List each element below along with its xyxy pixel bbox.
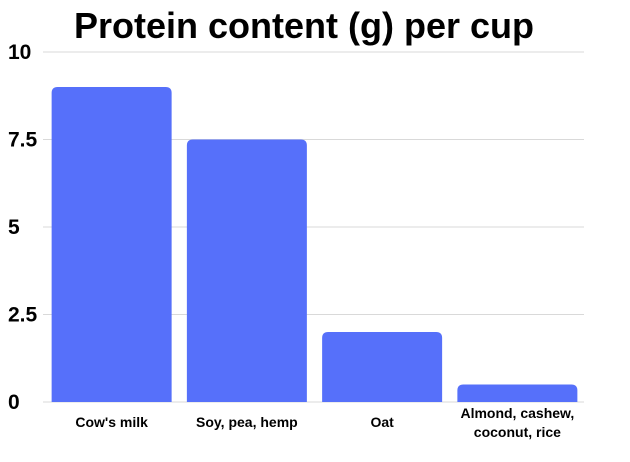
y-tick-label: 0 (8, 391, 20, 414)
bar (186, 139, 307, 402)
chart-title: Protein content (g) per cup (74, 5, 534, 46)
y-tick-label: 5 (8, 216, 20, 239)
bars (51, 87, 578, 402)
bar (457, 384, 578, 402)
x-tick-label: Oat (370, 414, 394, 430)
bar (322, 332, 443, 402)
x-tick-label: Almond, cashew, coconut, rice (460, 405, 574, 440)
y-tick-label: 7.5 (8, 129, 38, 152)
x-axis-ticks: Cow's milk Soy, pea, hemp Oat Almond, cashe… (75, 405, 574, 440)
x-tick-label: Soy, pea, hemp (196, 414, 298, 430)
x-tick-label: Cow's milk (75, 414, 148, 430)
y-tick-label: 2.5 (8, 304, 38, 327)
y-tick-label: 10 (8, 41, 31, 64)
bar (51, 87, 172, 402)
y-axis-ticks: 0 2.5 5 7.5 10 (8, 41, 38, 414)
